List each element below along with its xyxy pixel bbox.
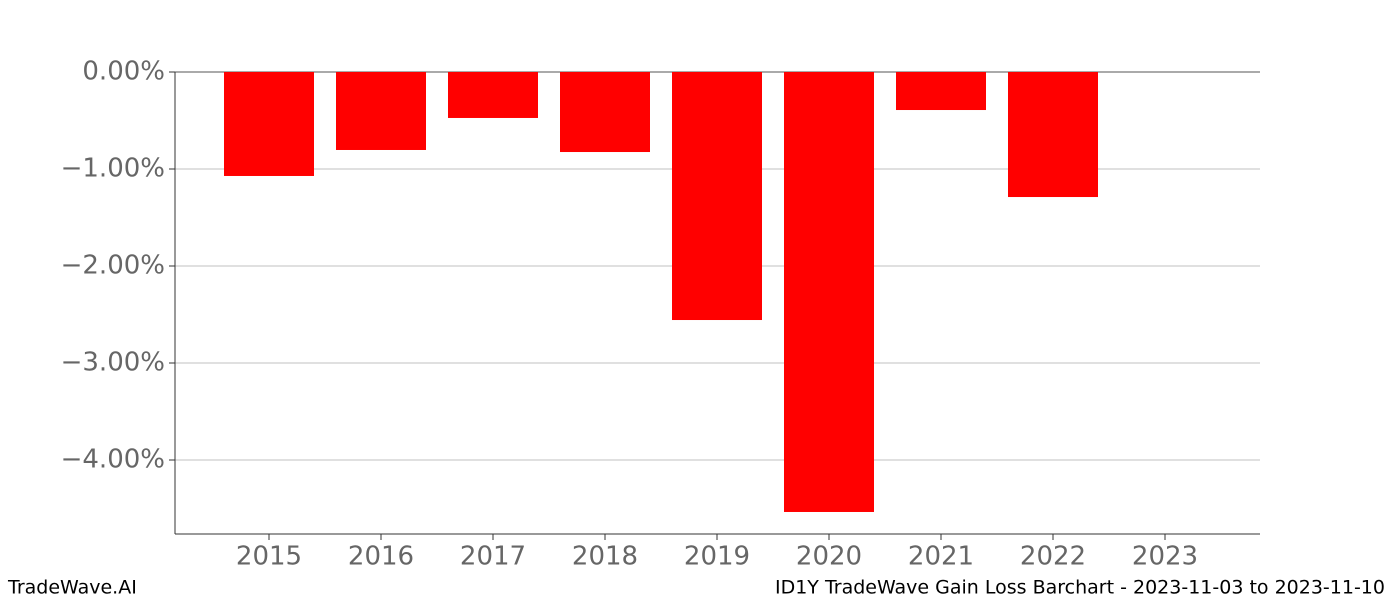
y-tick-label: −4.00%	[61, 444, 165, 474]
x-tick-label: 2018	[572, 542, 638, 572]
x-tick-label: 2016	[348, 542, 414, 572]
x-tick-label: 2023	[1132, 542, 1198, 572]
x-tick-label: 2017	[460, 542, 526, 572]
x-tick-label: 2015	[236, 542, 302, 572]
y-tick-label: −3.00%	[61, 347, 165, 377]
bar	[1008, 72, 1098, 198]
watermark: TradeWave.AI	[7, 577, 137, 599]
bar	[560, 72, 650, 153]
x-tick-label: 2019	[684, 542, 750, 572]
bar	[336, 72, 426, 150]
y-tick-label: 0.00%	[82, 57, 165, 87]
bar	[672, 72, 762, 321]
x-tick-label: 2021	[908, 542, 974, 572]
bar	[896, 72, 986, 111]
x-tick-label: 2020	[796, 542, 862, 572]
bar	[224, 72, 314, 176]
y-tick-label: −2.00%	[61, 250, 165, 280]
y-tick-label: −1.00%	[61, 153, 165, 183]
x-tick-label: 2022	[1020, 542, 1086, 572]
bar	[448, 72, 538, 118]
chart-title: ID1Y TradeWave Gain Loss Barchart - 2023…	[775, 577, 1385, 599]
bar	[784, 72, 874, 512]
